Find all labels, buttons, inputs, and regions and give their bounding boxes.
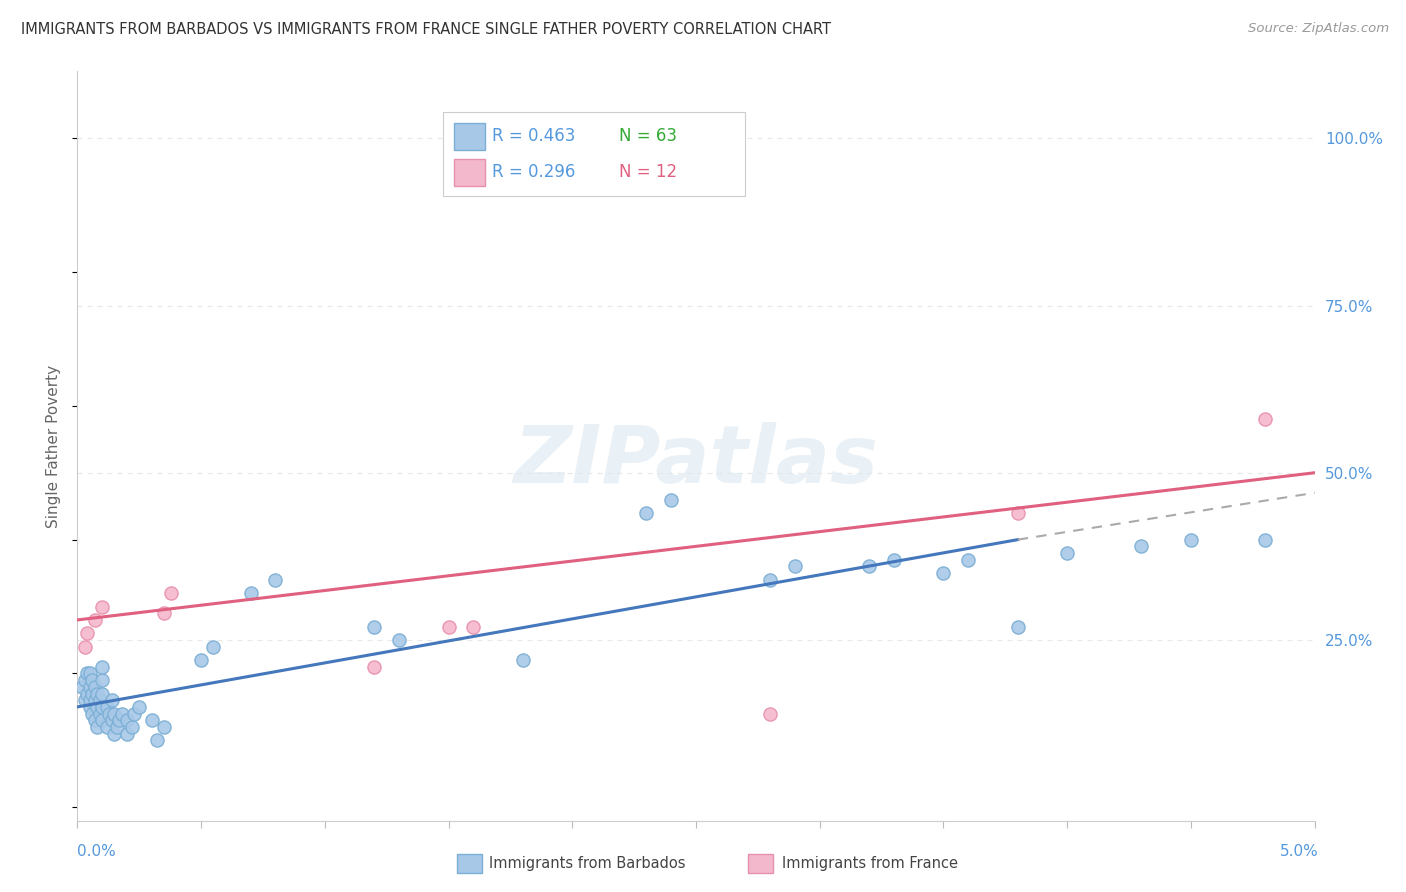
Point bbox=[82, 687, 104, 701]
Point bbox=[1007, 506, 1029, 520]
Point bbox=[83, 613, 105, 627]
Point bbox=[72, 680, 94, 694]
Point bbox=[96, 720, 118, 734]
Point bbox=[759, 706, 782, 721]
Point bbox=[115, 726, 138, 740]
Point bbox=[759, 573, 782, 587]
Point bbox=[883, 553, 905, 567]
Point bbox=[76, 626, 98, 640]
Point bbox=[122, 706, 145, 721]
Point bbox=[1056, 546, 1078, 560]
Point bbox=[1180, 533, 1202, 547]
Point bbox=[141, 714, 163, 728]
Point bbox=[121, 720, 143, 734]
Point bbox=[83, 680, 105, 694]
Text: 0.0%: 0.0% bbox=[77, 845, 117, 859]
Text: ZIPatlas: ZIPatlas bbox=[513, 422, 879, 500]
Point bbox=[101, 714, 124, 728]
Point bbox=[83, 714, 105, 728]
Point bbox=[202, 640, 225, 654]
Y-axis label: Single Father Poverty: Single Father Poverty bbox=[46, 365, 62, 527]
Point bbox=[91, 673, 114, 688]
Point bbox=[437, 620, 460, 634]
Point bbox=[79, 666, 101, 681]
Point bbox=[98, 706, 121, 721]
Point bbox=[103, 726, 125, 740]
Point bbox=[153, 720, 176, 734]
Point bbox=[73, 693, 96, 707]
Point bbox=[91, 687, 114, 701]
Point bbox=[239, 586, 262, 600]
Point bbox=[512, 653, 534, 667]
Point bbox=[160, 586, 183, 600]
Point bbox=[145, 733, 167, 747]
Point bbox=[73, 673, 96, 688]
Point bbox=[103, 706, 125, 721]
Text: R = 0.296: R = 0.296 bbox=[492, 163, 575, 181]
Point bbox=[86, 687, 108, 701]
Point bbox=[86, 720, 108, 734]
Text: R = 0.463: R = 0.463 bbox=[492, 128, 575, 145]
Text: Source: ZipAtlas.com: Source: ZipAtlas.com bbox=[1249, 22, 1389, 36]
Point bbox=[932, 566, 955, 581]
Point bbox=[76, 687, 98, 701]
Text: 5.0%: 5.0% bbox=[1279, 845, 1319, 859]
Point bbox=[363, 620, 385, 634]
Point bbox=[79, 680, 101, 694]
Point bbox=[1007, 620, 1029, 634]
Point bbox=[957, 553, 980, 567]
Point bbox=[82, 706, 104, 721]
Text: Immigrants from France: Immigrants from France bbox=[782, 856, 957, 871]
Point bbox=[96, 699, 118, 714]
Point bbox=[79, 693, 101, 707]
Point bbox=[91, 714, 114, 728]
Point bbox=[1254, 533, 1277, 547]
Point bbox=[659, 492, 682, 507]
Point bbox=[190, 653, 212, 667]
Text: Immigrants from Barbados: Immigrants from Barbados bbox=[489, 856, 686, 871]
Point bbox=[86, 699, 108, 714]
Point bbox=[153, 607, 176, 621]
Point bbox=[783, 559, 806, 574]
Point bbox=[91, 599, 114, 614]
Point bbox=[76, 666, 98, 681]
Point bbox=[264, 573, 287, 587]
Point bbox=[111, 706, 134, 721]
Point bbox=[363, 660, 385, 674]
Point bbox=[128, 699, 150, 714]
Point bbox=[858, 559, 880, 574]
Point bbox=[89, 693, 111, 707]
Point bbox=[101, 693, 124, 707]
Point bbox=[105, 720, 128, 734]
Point bbox=[115, 714, 138, 728]
Point bbox=[1130, 539, 1153, 553]
Text: N = 12: N = 12 bbox=[619, 163, 676, 181]
Text: IMMIGRANTS FROM BARBADOS VS IMMIGRANTS FROM FRANCE SINGLE FATHER POVERTY CORRELA: IMMIGRANTS FROM BARBADOS VS IMMIGRANTS F… bbox=[21, 22, 831, 37]
Point bbox=[388, 633, 411, 648]
Point bbox=[91, 699, 114, 714]
Point bbox=[89, 706, 111, 721]
Point bbox=[73, 640, 96, 654]
Point bbox=[1254, 412, 1277, 426]
Point bbox=[636, 506, 658, 520]
Point bbox=[91, 660, 114, 674]
Text: N = 63: N = 63 bbox=[619, 128, 676, 145]
Point bbox=[83, 693, 105, 707]
Point bbox=[82, 673, 104, 688]
Point bbox=[463, 620, 485, 634]
Point bbox=[108, 714, 131, 728]
Point bbox=[79, 699, 101, 714]
